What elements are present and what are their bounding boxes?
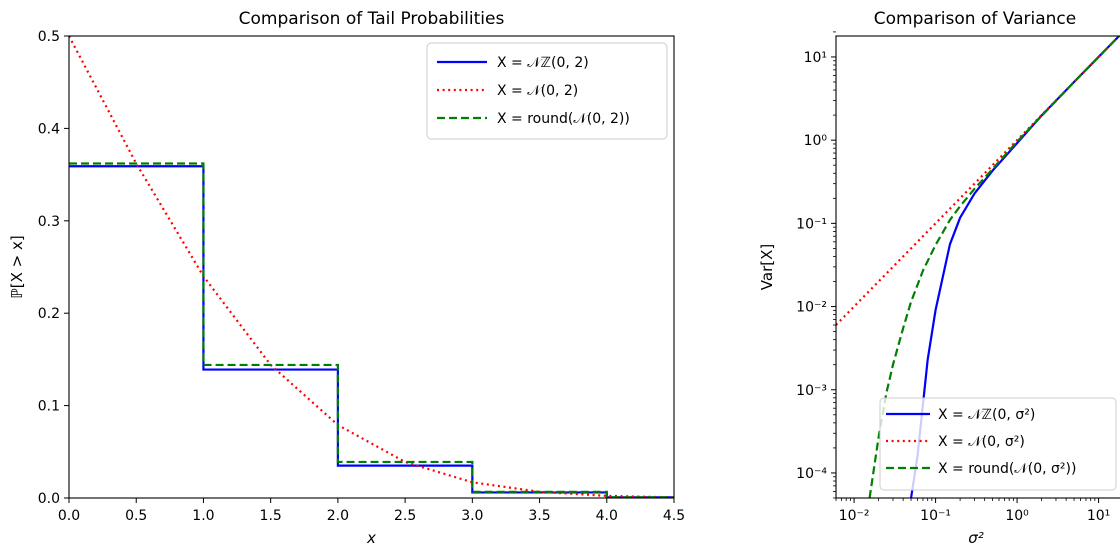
x-tick-label: 10⁻²: [839, 508, 870, 524]
x-tick-label: 4.5: [663, 508, 685, 524]
y-tick-label: 10⁻¹: [796, 216, 827, 232]
x-tick-label: 10¹: [1087, 508, 1110, 524]
x-axis-label: x: [366, 529, 376, 547]
x-tick-label: 1.0: [192, 508, 214, 524]
y-tick-label: 10⁻³: [796, 383, 827, 399]
y-tick-label: 0.0: [38, 491, 60, 507]
legend: X = 𝒩ℤ(0, 2) X = 𝒩(0, 2) X = round(𝒩(0, 2)…: [426, 42, 668, 140]
legend-label: X = 𝒩ℤ(0, σ²): [938, 407, 1035, 423]
series-line: [868, 36, 1120, 498]
y-tick-label: 0.2: [38, 306, 60, 322]
x-tick-label: 0.5: [125, 508, 147, 524]
legend-box: [879, 397, 1117, 491]
legend-label: X = round(𝒩(0, 2)): [497, 111, 630, 127]
y-axis-label: ℙ[X > x]: [8, 235, 26, 298]
series-layer: [69, 36, 674, 498]
legend: X = 𝒩ℤ(0, σ²) X = 𝒩(0, σ²) X = round(𝒩(0, …: [879, 397, 1117, 491]
legend-box: [426, 42, 668, 140]
legend-label: X = 𝒩(0, σ²): [938, 434, 1025, 450]
x-tick-label: 4.0: [596, 508, 618, 524]
legend-label: X = 𝒩(0, 2): [497, 83, 578, 99]
x-axis-ticks: 0.0 0.5 1.0 1.5 2.0 2.5 3.0 3.5 4.0 4.5: [58, 498, 685, 524]
y-tick-label: 0.3: [38, 214, 60, 230]
y-tick-label: 10⁻⁴: [796, 466, 827, 482]
series-line: [69, 165, 674, 498]
legend-label: X = round(𝒩(0, σ²)): [938, 461, 1076, 477]
x-tick-label: 10⁻¹: [920, 508, 951, 524]
y-tick-label: 10¹: [804, 50, 827, 66]
x-tick-label: 2.0: [327, 508, 349, 524]
y-tick-label: 0.4: [38, 121, 60, 137]
y-axis-label: Var[X]: [758, 244, 776, 290]
variance-chart: Comparison of Variance 10⁻² 10⁻¹ 10⁰ 10¹ 10…: [758, 9, 1120, 547]
legend-label: X = 𝒩ℤ(0, 2): [497, 55, 589, 71]
series-line: [836, 36, 1120, 326]
y-tick-label: 0.5: [38, 29, 60, 45]
x-tick-label: 3.0: [461, 508, 483, 524]
plot-frame: [68, 35, 675, 499]
series-line: [909, 36, 1120, 498]
x-axis-label: σ²: [968, 529, 984, 547]
y-tick-label: 10⁻²: [796, 300, 827, 316]
series-line: [69, 162, 674, 498]
y-tick-label: 0.1: [38, 399, 60, 415]
y-axis-ticks: 0.0 0.1 0.2 0.3 0.4 0.5: [38, 29, 69, 507]
x-tick-label: 0.0: [58, 508, 80, 524]
tail-probability-chart: Comparison of Tail Probabilities 0.0 0.5 1…: [8, 9, 685, 547]
y-tick-label: 10⁰: [804, 133, 828, 149]
chart-title: Comparison of Tail Probabilities: [239, 9, 505, 29]
chart-title: Comparison of Variance: [874, 9, 1076, 29]
x-axis-ticks: 10⁻² 10⁻¹ 10⁰ 10¹: [835, 498, 1110, 524]
x-tick-label: 3.5: [528, 508, 550, 524]
y-axis-ticks: 10⁻⁴ 10⁻³ 10⁻² 10⁻¹ 10⁰ 10¹: [796, 31, 836, 499]
x-tick-label: 2.5: [394, 508, 416, 524]
x-tick-label: 10⁰: [1005, 508, 1029, 524]
series-layer: [836, 36, 1120, 498]
x-tick-label: 1.5: [260, 508, 282, 524]
